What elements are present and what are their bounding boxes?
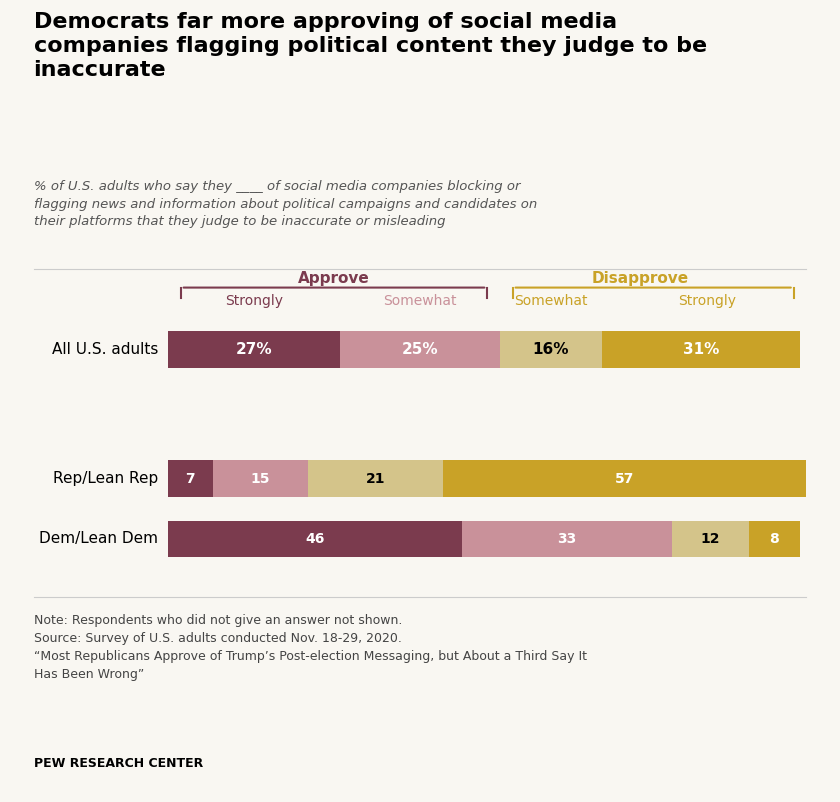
Text: Dem/Lean Dem: Dem/Lean Dem (39, 531, 159, 546)
Text: Somewhat: Somewhat (383, 294, 457, 308)
Text: Somewhat: Somewhat (514, 294, 588, 308)
Bar (168, 331, 340, 367)
Text: 31%: 31% (683, 342, 719, 357)
Bar (168, 520, 462, 557)
Bar (749, 520, 800, 557)
Bar (462, 520, 672, 557)
Text: 21: 21 (365, 472, 386, 485)
Text: 25%: 25% (402, 342, 438, 357)
Text: 27%: 27% (236, 342, 272, 357)
Text: Democrats far more approving of social media
companies flagging political conten: Democrats far more approving of social m… (34, 12, 706, 80)
Bar (672, 520, 749, 557)
Text: 12: 12 (701, 532, 721, 545)
Bar (500, 331, 602, 367)
Bar (168, 460, 213, 496)
Text: Approve: Approve (298, 271, 370, 286)
Text: Note: Respondents who did not give an answer not shown.
Source: Survey of U.S. a: Note: Respondents who did not give an an… (34, 614, 586, 681)
Text: PEW RESEARCH CENTER: PEW RESEARCH CENTER (34, 757, 202, 770)
Text: Strongly: Strongly (225, 294, 283, 308)
Text: Strongly: Strongly (679, 294, 737, 308)
Text: Rep/Lean Rep: Rep/Lean Rep (53, 471, 159, 486)
Text: 46: 46 (305, 532, 324, 545)
Bar (340, 331, 500, 367)
Bar (443, 460, 806, 496)
Text: 57: 57 (615, 472, 634, 485)
Text: 16%: 16% (533, 342, 570, 357)
Bar (308, 460, 443, 496)
Text: 7: 7 (186, 472, 195, 485)
Text: 33: 33 (558, 532, 576, 545)
Text: % of U.S. adults who say they ____ of social media companies blocking or
flaggin: % of U.S. adults who say they ____ of so… (34, 180, 537, 229)
Text: 15: 15 (251, 472, 270, 485)
Text: All U.S. adults: All U.S. adults (52, 342, 159, 357)
Text: Disapprove: Disapprove (592, 271, 689, 286)
Text: 8: 8 (769, 532, 780, 545)
Bar (213, 460, 308, 496)
Bar (602, 331, 800, 367)
